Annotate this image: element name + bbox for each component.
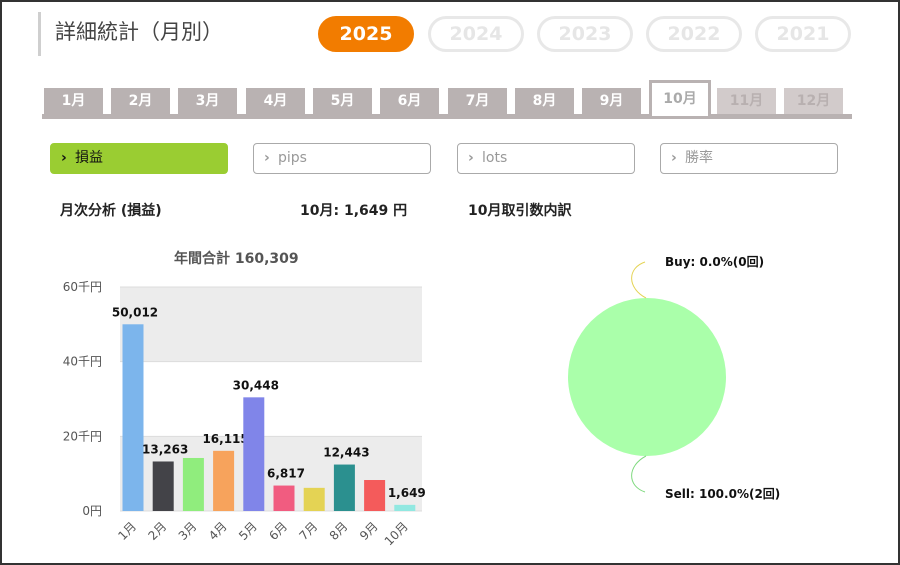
x-tick-label-3: 3月 bbox=[176, 519, 200, 543]
filter-profit-button[interactable]: › 損益 bbox=[50, 143, 228, 174]
tab-month-6[interactable]: 6月 bbox=[380, 88, 439, 114]
year-pill-2024[interactable]: 2024 bbox=[428, 16, 524, 52]
filter-winrate-button[interactable]: › 勝率 bbox=[660, 143, 838, 174]
year-pill-2022[interactable]: 2022 bbox=[646, 16, 742, 52]
filter-pips-button[interactable]: › pips bbox=[253, 143, 431, 174]
pie-slice-2 bbox=[568, 298, 726, 456]
x-tick-label-4: 4月 bbox=[206, 519, 230, 543]
bar-10 bbox=[394, 504, 416, 511]
tab-month-4[interactable]: 4月 bbox=[246, 88, 305, 114]
x-tick-label-8: 8月 bbox=[327, 519, 351, 543]
bar-9 bbox=[364, 480, 386, 511]
data-label-4: 16,115 bbox=[202, 432, 248, 446]
y-tick-label: 40千円 bbox=[63, 355, 102, 369]
tab-month-7[interactable]: 7月 bbox=[448, 88, 507, 114]
bar-1 bbox=[122, 324, 144, 511]
chevron-right-icon: › bbox=[671, 150, 677, 166]
buy-connector bbox=[631, 261, 647, 299]
tab-month-12: 12月 bbox=[784, 88, 843, 114]
y-tick-label: 60千円 bbox=[63, 280, 102, 294]
chevron-right-icon: › bbox=[61, 150, 67, 166]
bar-8 bbox=[333, 464, 355, 511]
x-tick-label-6: 6月 bbox=[266, 519, 290, 543]
month-total-label: 10月: 1,649 円 bbox=[300, 203, 408, 219]
y-tick-label: 0円 bbox=[82, 504, 102, 518]
tab-month-11: 11月 bbox=[717, 88, 776, 114]
filter-label: 損益 bbox=[75, 150, 103, 166]
filter-lots-button[interactable]: › lots bbox=[457, 143, 635, 174]
year-pill-2025[interactable]: 2025 bbox=[318, 16, 414, 52]
filter-label: lots bbox=[482, 150, 508, 166]
grid-band bbox=[120, 287, 422, 362]
bar-7 bbox=[303, 487, 325, 511]
data-label-1: 50,012 bbox=[112, 305, 158, 319]
x-tick-label-9: 9月 bbox=[357, 519, 381, 543]
chevron-right-icon: › bbox=[264, 150, 270, 166]
tab-month-9[interactable]: 9月 bbox=[582, 88, 641, 114]
filter-label: pips bbox=[278, 150, 307, 166]
tab-month-5[interactable]: 5月 bbox=[313, 88, 372, 114]
bar-chart-title: 年間合計 160,309 bbox=[174, 251, 299, 267]
data-label-2: 13,263 bbox=[142, 442, 188, 456]
data-label-10: 1,649 bbox=[388, 486, 426, 500]
x-tick-label-10: 10月 bbox=[382, 519, 411, 548]
data-label-8: 12,443 bbox=[323, 446, 369, 460]
page-title: 詳細統計（月別） bbox=[38, 12, 223, 56]
data-label-6: 6,817 bbox=[267, 467, 305, 481]
bar-2 bbox=[152, 461, 174, 511]
x-tick-label-1: 1月 bbox=[115, 519, 139, 543]
monthly-analysis-label: 月次分析 (損益) bbox=[60, 203, 162, 219]
tab-month-1[interactable]: 1月 bbox=[44, 88, 103, 114]
trade-breakdown-label: 10月取引数内訳 bbox=[468, 203, 572, 219]
x-tick-label-5: 5月 bbox=[236, 519, 260, 543]
bar-6 bbox=[273, 485, 295, 511]
year-pill-2023[interactable]: 2023 bbox=[537, 16, 633, 52]
pie-label-buy: Buy: 0.0%(0回) bbox=[665, 255, 764, 269]
tab-month-3[interactable]: 3月 bbox=[178, 88, 237, 114]
x-tick-label-2: 2月 bbox=[146, 519, 170, 543]
trade-breakdown-pie-chart: Buy: 0.0%(0回) Sell: 100.0%(2回) bbox=[568, 255, 780, 501]
sell-connector bbox=[631, 455, 647, 493]
bar-5 bbox=[243, 397, 265, 511]
year-pill-2021[interactable]: 2021 bbox=[755, 16, 851, 52]
tab-month-8[interactable]: 8月 bbox=[515, 88, 574, 114]
y-tick-label: 20千円 bbox=[63, 429, 102, 443]
filter-label: 勝率 bbox=[685, 150, 713, 166]
x-tick-label-7: 7月 bbox=[297, 519, 321, 543]
monthly-profit-bar-chart: 0円 20千円 40千円 60千円 50,012 1月 13,263 2月 3月 16,115 4月… bbox=[63, 280, 426, 548]
pie-label-sell: Sell: 100.0%(2回) bbox=[665, 487, 780, 501]
data-label-5: 30,448 bbox=[233, 378, 279, 392]
bar-4 bbox=[213, 450, 235, 511]
month-tabs-baseline bbox=[42, 114, 852, 119]
chevron-right-icon: › bbox=[468, 150, 474, 166]
grid-band bbox=[120, 361, 422, 437]
tab-month-10[interactable]: 10月 bbox=[649, 80, 711, 116]
tab-month-2[interactable]: 2月 bbox=[111, 88, 170, 114]
bar-3 bbox=[182, 457, 204, 511]
